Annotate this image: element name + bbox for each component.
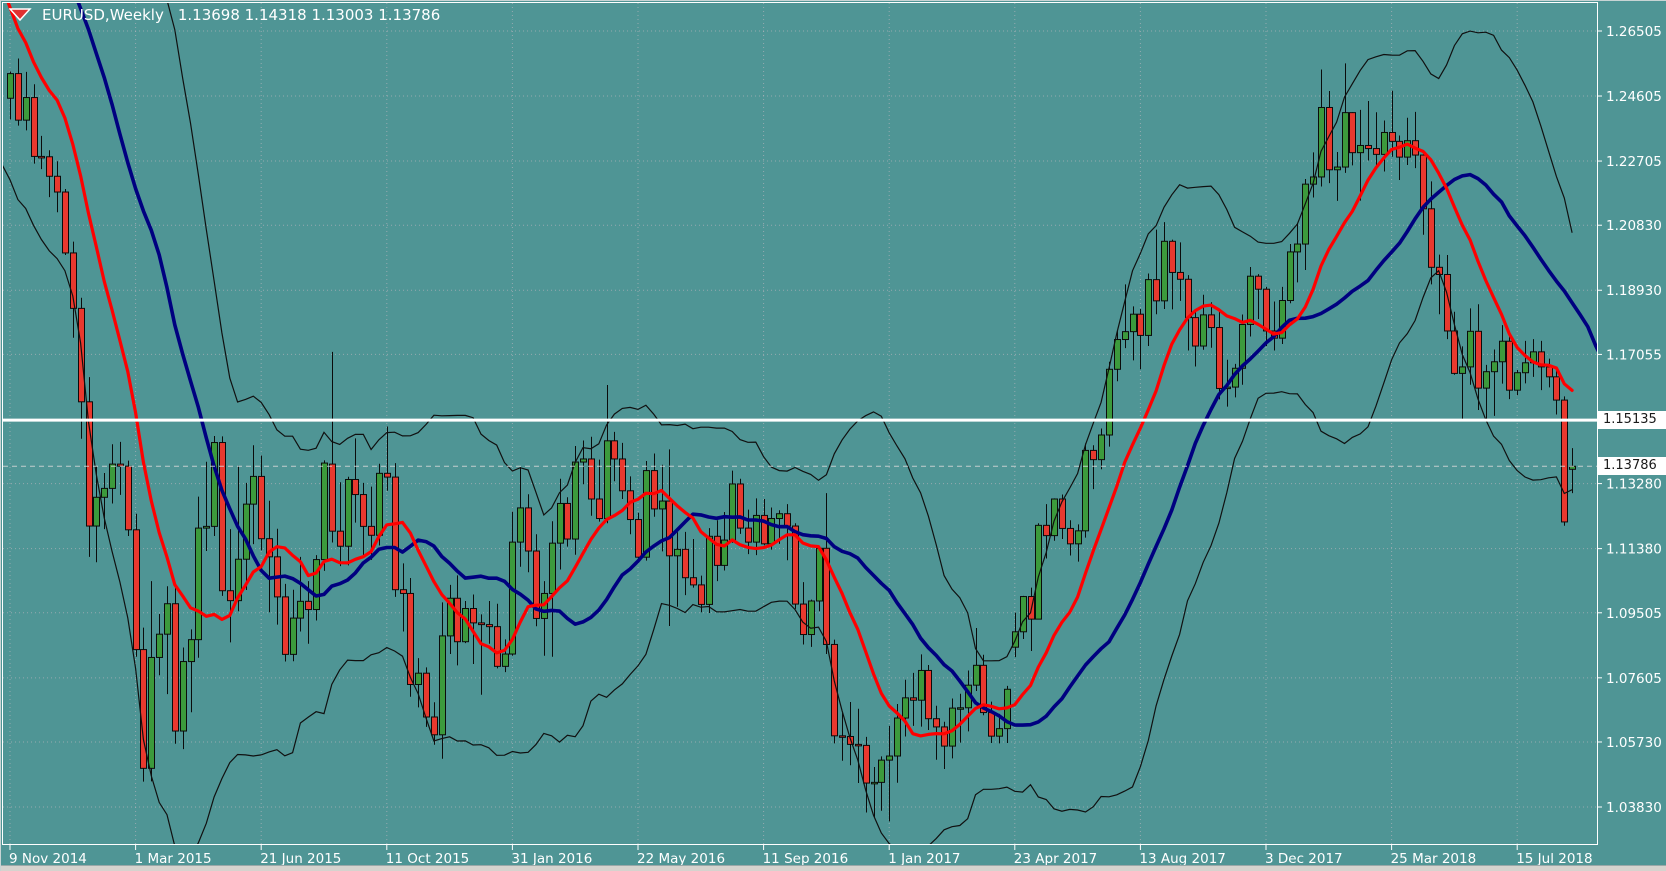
svg-text:1.17055: 1.17055	[1606, 347, 1662, 363]
window-bottom-edge	[1, 865, 1666, 871]
svg-text:1.18930: 1.18930	[1606, 283, 1662, 299]
svg-text:1.07605: 1.07605	[1606, 671, 1662, 687]
bid-price-tag: 1.13786	[1598, 457, 1666, 476]
svg-text:21 Jun 2015: 21 Jun 2015	[260, 851, 341, 867]
svg-text:1.03830: 1.03830	[1606, 800, 1662, 816]
svg-text:3 Dec 2017: 3 Dec 2017	[1265, 851, 1343, 867]
svg-text:1 Mar 2015: 1 Mar 2015	[135, 851, 212, 867]
hline-price-tag: 1.15135	[1598, 411, 1666, 430]
svg-text:1.09505: 1.09505	[1606, 606, 1662, 622]
svg-text:11 Sep 2016: 11 Sep 2016	[763, 851, 849, 867]
symbol-timeframe-label: EURUSD,Weekly	[42, 6, 164, 24]
svg-text:9 Nov 2014: 9 Nov 2014	[9, 851, 87, 867]
svg-text:1.11380: 1.11380	[1606, 542, 1662, 558]
ohlc-readout: 1.13698 1.14318 1.13003 1.13786	[177, 6, 441, 24]
svg-text:15 Jul 2018: 15 Jul 2018	[1516, 851, 1592, 867]
svg-text:31 Jan 2016: 31 Jan 2016	[511, 851, 592, 867]
svg-text:13 Aug 2017: 13 Aug 2017	[1139, 851, 1225, 867]
svg-text:11 Oct 2015: 11 Oct 2015	[386, 851, 469, 867]
svg-text:1 Jan 2017: 1 Jan 2017	[888, 851, 960, 867]
svg-text:25 Mar 2018: 25 Mar 2018	[1391, 851, 1477, 867]
svg-text:22 May 2016: 22 May 2016	[637, 851, 725, 867]
svg-text:1.20830: 1.20830	[1606, 218, 1662, 234]
svg-text:1.22705: 1.22705	[1606, 154, 1662, 170]
svg-text:1.05730: 1.05730	[1606, 735, 1662, 751]
svg-text:1.13280: 1.13280	[1606, 477, 1662, 493]
svg-text:23 Apr 2017: 23 Apr 2017	[1014, 851, 1097, 867]
svg-text:1.24605: 1.24605	[1606, 89, 1662, 105]
chart-title: EURUSD,Weekly 1.13698 1.14318 1.13003 1.…	[9, 6, 440, 24]
symbol-marker-icon	[9, 8, 32, 22]
svg-text:1.26505: 1.26505	[1606, 24, 1662, 40]
